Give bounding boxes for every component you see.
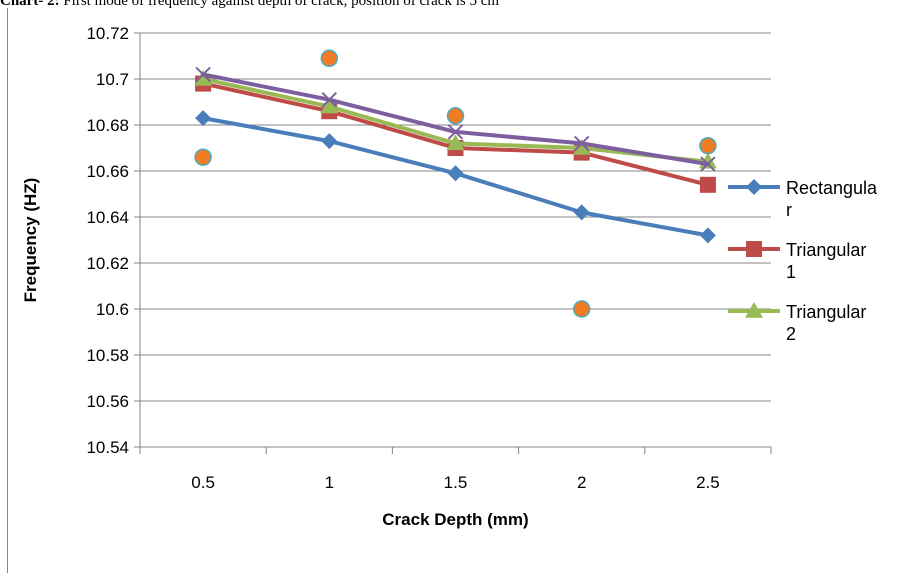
chart-frame (7, 8, 905, 573)
x-tick-label: 1 (325, 473, 334, 492)
y-tick-label: 10.72 (86, 24, 129, 43)
x-tick-label: 0.5 (191, 473, 215, 492)
data-point (699, 227, 716, 244)
data-point (572, 139, 591, 155)
data-point (699, 176, 716, 193)
data-point (699, 136, 717, 155)
caption-label: Chart- 2: (0, 0, 60, 8)
x-axis-title: Crack Depth (mm) (382, 510, 528, 529)
data-point (573, 135, 590, 152)
data-point (700, 156, 716, 172)
legend-label: Rectangula (786, 178, 878, 198)
y-tick-label: 10.7 (96, 70, 129, 89)
series-0 (195, 110, 716, 244)
data-point (321, 91, 338, 108)
data-point (446, 134, 465, 151)
x-tick-label: 1.5 (444, 473, 468, 492)
legend-marker (746, 179, 762, 195)
data-series (194, 49, 717, 318)
gridlines (140, 32, 771, 402)
y-tick-label: 10.62 (86, 254, 129, 273)
x-tick-labels: 0.5 1 1.5 2 2.5 (191, 473, 719, 492)
data-point (195, 110, 212, 127)
data-point (195, 66, 211, 83)
x-tick-label: 2 (577, 473, 586, 492)
data-point (194, 70, 213, 86)
series-3 (195, 66, 716, 172)
y-tick-label: 10.6 (96, 300, 129, 319)
data-point (447, 165, 464, 182)
series-4 (194, 49, 717, 318)
y-axis-title: Frequency (HZ) (21, 178, 40, 303)
y-tick-label: 10.66 (86, 162, 129, 181)
y-tick-label: 10.64 (86, 208, 129, 227)
legend-label: Triangular (786, 302, 866, 322)
y-tick-labels: 10.54 10.56 10.58 10.6 10.62 10.64 10.66 10.68 1… (86, 24, 129, 457)
legend-label: Triangular (786, 240, 866, 260)
y-tick-label: 10.68 (86, 116, 129, 135)
data-point (320, 49, 339, 68)
legend-label: r (786, 200, 792, 220)
legend-marker (746, 241, 762, 257)
chart-caption: Chart- 2: First mode of frequency agains… (0, 0, 905, 8)
y-tick-label: 10.58 (86, 346, 129, 365)
data-point (321, 133, 338, 150)
legend-label: 1 (786, 262, 796, 282)
x-tick-label: 2.5 (696, 473, 720, 492)
y-tick-label: 10.54 (86, 438, 129, 457)
y-tick-label: 10.56 (86, 392, 129, 411)
legend-label: 2 (786, 324, 796, 344)
data-point (447, 124, 464, 140)
caption-text: First mode of frequency against depth of… (59, 0, 500, 8)
data-point (194, 148, 212, 166)
axes (134, 32, 772, 454)
data-point (320, 97, 339, 114)
data-point (446, 107, 465, 125)
data-point (573, 204, 590, 221)
legend-marker (745, 302, 763, 318)
data-point (572, 300, 591, 318)
